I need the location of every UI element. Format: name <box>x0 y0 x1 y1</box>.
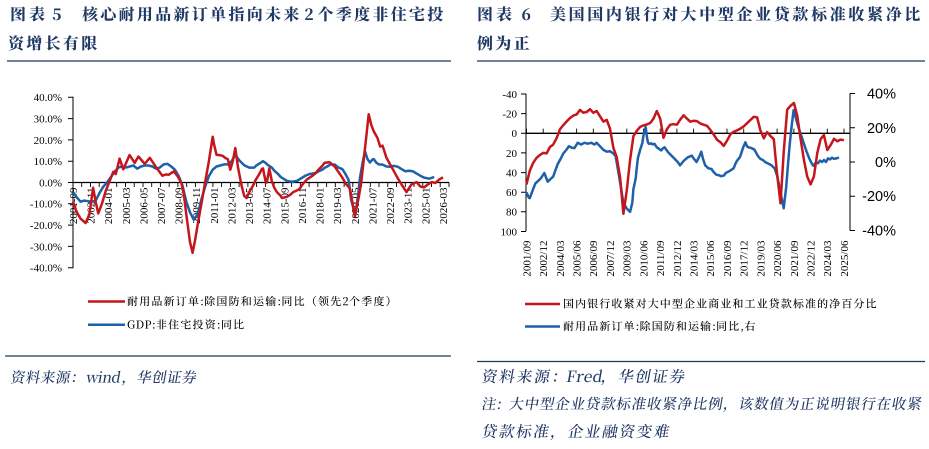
svg-text:40.0%: 40.0% <box>34 92 62 104</box>
svg-text:2026-03: 2026-03 <box>438 187 450 224</box>
svg-text:20.0%: 20.0% <box>34 135 62 147</box>
svg-text:2011/09: 2011/09 <box>655 240 667 276</box>
svg-text:2014/03: 2014/03 <box>689 240 701 277</box>
svg-text:2011-01: 2011-01 <box>209 188 221 224</box>
svg-text:2009/03: 2009/03 <box>622 240 634 277</box>
svg-text:2012-03: 2012-03 <box>227 187 239 224</box>
svg-text:2016-11: 2016-11 <box>297 188 309 224</box>
svg-text:2024/03: 2024/03 <box>822 240 834 277</box>
svg-text:100: 100 <box>501 226 518 238</box>
svg-text:2010/06: 2010/06 <box>638 240 650 277</box>
svg-text:2021-07: 2021-07 <box>367 187 379 224</box>
svg-text:2005/06: 2005/06 <box>572 240 584 277</box>
svg-text:2023-11: 2023-11 <box>403 188 415 224</box>
svg-text:40%: 40% <box>867 87 896 103</box>
svg-text:2005-03: 2005-03 <box>121 187 133 224</box>
svg-text:0.0%: 0.0% <box>39 177 62 189</box>
svg-text:2022/12: 2022/12 <box>806 241 818 277</box>
svg-text:2002/12: 2002/12 <box>538 241 550 277</box>
svg-text:0%: 0% <box>875 155 896 171</box>
svg-text:10.0%: 10.0% <box>34 156 62 168</box>
svg-text:-10.0%: -10.0% <box>30 199 62 211</box>
svg-text:2006-05: 2006-05 <box>138 187 150 224</box>
svg-text:-40.0%: -40.0% <box>30 263 62 275</box>
svg-text:80: 80 <box>506 207 518 219</box>
svg-text:2015-09: 2015-09 <box>279 187 291 224</box>
svg-text:2020/06: 2020/06 <box>772 240 784 277</box>
svg-text:-20%: -20% <box>862 189 896 205</box>
svg-text:2022-09: 2022-09 <box>385 187 397 224</box>
svg-text:2007-07: 2007-07 <box>156 187 168 224</box>
svg-text:30.0%: 30.0% <box>34 114 62 126</box>
svg-text:2017/12: 2017/12 <box>739 241 751 277</box>
svg-text:2006/09: 2006/09 <box>588 240 600 277</box>
svg-text:2012/12: 2012/12 <box>672 241 684 277</box>
svg-text:40: 40 <box>506 168 518 180</box>
svg-text:2007/12: 2007/12 <box>605 241 617 277</box>
svg-text:-40%: -40% <box>862 224 896 240</box>
svg-text:-30.0%: -30.0% <box>30 241 62 253</box>
svg-text:60: 60 <box>506 187 518 199</box>
svg-text:-40: -40 <box>502 89 517 101</box>
svg-text:2014-07: 2014-07 <box>262 187 274 224</box>
svg-text:2025-01: 2025-01 <box>420 188 432 225</box>
svg-text:0: 0 <box>512 128 518 140</box>
svg-text:2025/06: 2025/06 <box>839 240 851 277</box>
svg-text:2019-03: 2019-03 <box>332 187 344 224</box>
svg-text:2018-01: 2018-01 <box>315 188 327 225</box>
svg-text:20: 20 <box>506 148 518 160</box>
svg-text:20%: 20% <box>867 121 896 137</box>
svg-text:2016/09: 2016/09 <box>722 240 734 277</box>
svg-text:2004/03: 2004/03 <box>555 240 567 277</box>
svg-text:2001/09: 2001/09 <box>521 240 533 277</box>
svg-text:2004-01: 2004-01 <box>103 188 115 225</box>
svg-text:2019/03: 2019/03 <box>755 240 767 277</box>
svg-text:2015/06: 2015/06 <box>705 240 717 277</box>
svg-text:2021/09: 2021/09 <box>789 240 801 277</box>
svg-text:-20.0%: -20.0% <box>30 220 62 232</box>
svg-text:-20: -20 <box>502 109 517 121</box>
svg-text:2008-09: 2008-09 <box>174 187 186 224</box>
